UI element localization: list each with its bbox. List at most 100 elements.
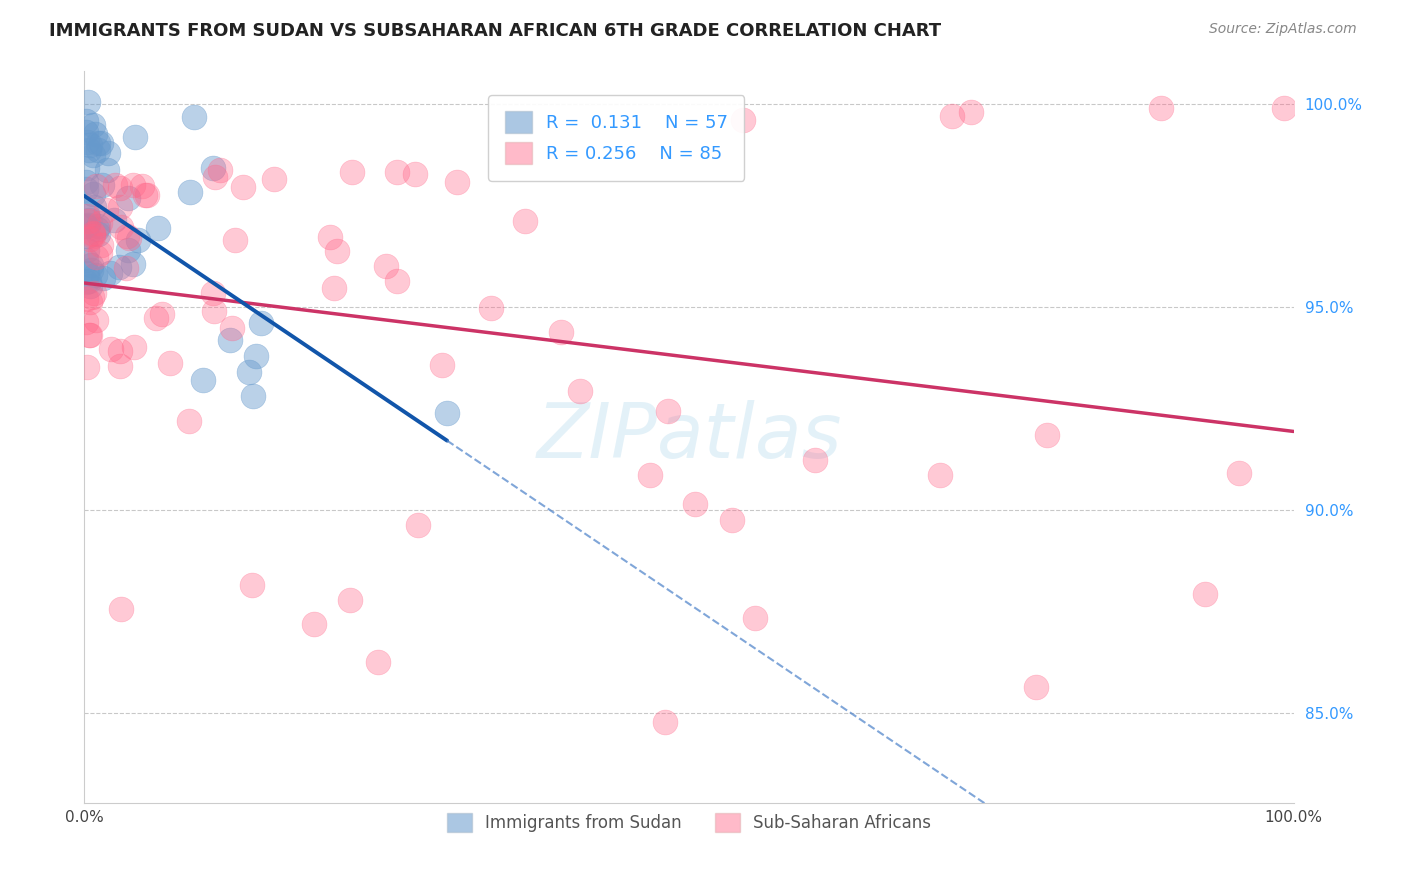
Point	[76, 95, 98, 110]
Point	[367, 655, 389, 669]
Point	[89, 216, 111, 230]
Point	[77, 274, 100, 288]
Point	[75, 253, 97, 268]
Point	[76, 161, 98, 175]
Point	[515, 214, 537, 228]
Point	[98, 266, 121, 280]
Point	[79, 328, 101, 343]
Point	[100, 342, 122, 356]
Point	[75, 219, 97, 233]
Point	[242, 389, 264, 403]
Point	[122, 340, 145, 354]
Point	[959, 105, 981, 120]
Point	[385, 274, 408, 288]
Point	[80, 290, 103, 304]
Point	[1227, 466, 1250, 480]
Point	[117, 191, 139, 205]
Point	[84, 178, 107, 193]
Text: IMMIGRANTS FROM SUDAN VS SUBSAHARAN AFRICAN 6TH GRADE CORRELATION CHART: IMMIGRANTS FROM SUDAN VS SUBSAHARAN AFRI…	[49, 22, 942, 40]
Point	[76, 229, 98, 244]
Point	[108, 260, 131, 274]
Point	[80, 258, 103, 272]
Point	[108, 200, 131, 214]
Point	[232, 179, 254, 194]
Point	[127, 233, 149, 247]
Point	[75, 125, 97, 139]
Point	[928, 468, 950, 483]
Point	[221, 321, 243, 335]
Point	[804, 452, 827, 467]
Point	[263, 172, 285, 186]
Point	[76, 136, 98, 150]
Point	[202, 304, 225, 318]
Point	[640, 468, 662, 483]
Point	[744, 611, 766, 625]
Point	[87, 144, 110, 158]
Point	[82, 229, 104, 244]
Point	[82, 227, 104, 242]
Text: Source: ZipAtlas.com: Source: ZipAtlas.com	[1209, 22, 1357, 37]
Point	[115, 260, 138, 275]
Point	[110, 602, 132, 616]
Point	[75, 315, 97, 329]
Point	[1194, 587, 1216, 601]
Point	[183, 110, 205, 124]
Point	[75, 175, 97, 189]
Point	[550, 325, 572, 339]
Point	[430, 358, 453, 372]
Point	[134, 187, 156, 202]
Point	[657, 404, 679, 418]
Point	[79, 137, 101, 152]
Point	[323, 281, 346, 295]
Point	[76, 210, 98, 224]
Point	[1150, 101, 1173, 115]
Point	[75, 114, 97, 128]
Point	[118, 230, 141, 244]
Point	[79, 212, 101, 227]
Point	[733, 113, 755, 128]
Point	[108, 343, 131, 358]
Point	[1272, 101, 1295, 115]
Point	[238, 365, 260, 379]
Point	[86, 219, 108, 233]
Point	[340, 165, 363, 179]
Point	[145, 311, 167, 326]
Point	[110, 359, 132, 373]
Point	[86, 221, 108, 235]
Point	[179, 414, 201, 428]
Point	[110, 220, 132, 235]
Point	[202, 285, 225, 300]
Point	[77, 213, 100, 227]
Point	[97, 146, 120, 161]
Point	[79, 278, 101, 293]
Point	[76, 359, 98, 374]
Point	[82, 119, 104, 133]
Point	[122, 257, 145, 271]
Point	[96, 163, 118, 178]
Point	[79, 232, 101, 246]
Point	[117, 228, 139, 243]
Point	[104, 178, 127, 192]
Point	[224, 233, 246, 247]
Point	[76, 218, 98, 232]
Point	[179, 185, 201, 199]
Point	[941, 109, 963, 123]
Point	[339, 592, 361, 607]
Point	[406, 517, 429, 532]
Point	[79, 294, 101, 309]
Point	[479, 301, 502, 315]
Point	[82, 187, 104, 202]
Point	[80, 263, 103, 277]
Point	[82, 226, 104, 240]
Point	[1025, 680, 1047, 694]
Point	[86, 227, 108, 242]
Point	[79, 144, 101, 158]
Point	[375, 259, 398, 273]
Point	[387, 164, 409, 178]
Point	[83, 268, 105, 282]
Point	[90, 237, 112, 252]
Point	[201, 161, 224, 175]
Point	[76, 207, 98, 221]
Legend: Immigrants from Sudan, Sub-Saharan Africans: Immigrants from Sudan, Sub-Saharan Afric…	[433, 800, 945, 846]
Point	[302, 617, 325, 632]
